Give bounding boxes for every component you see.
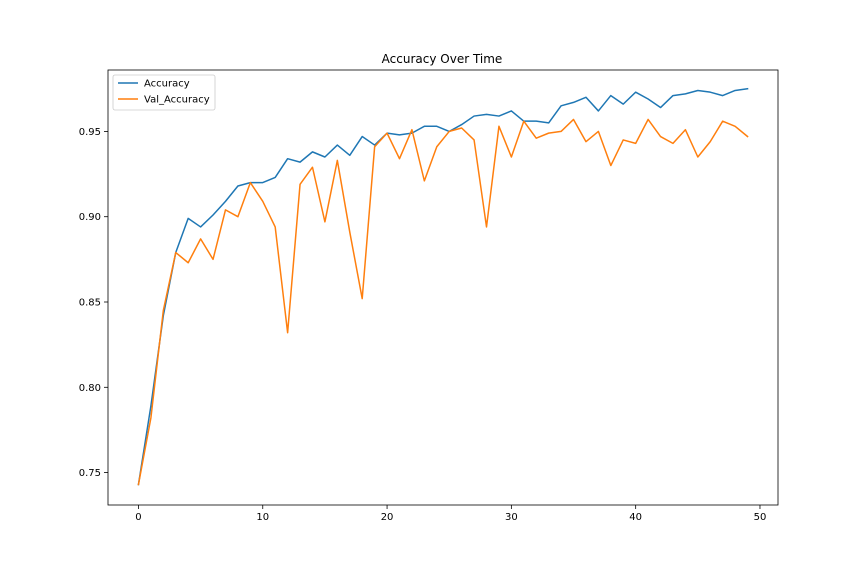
y-tick-label: 0.75: [79, 468, 101, 479]
x-tick-label: 0: [135, 512, 141, 523]
x-tick-label: 40: [629, 512, 642, 523]
legend-label-val-accuracy: Val_Accuracy: [144, 95, 210, 106]
x-tick-label: 10: [256, 512, 269, 523]
series-line-val-accuracy: [137, 118, 749, 486]
y-tick-label: 0.90: [79, 212, 101, 223]
y-tick-label: 0.80: [79, 383, 101, 394]
y-tick-label: 0.95: [79, 127, 101, 138]
legend-box: [112, 74, 216, 111]
series-line-accuracy: [137, 87, 749, 486]
x-tick-label: 20: [381, 512, 394, 523]
legend-label-accuracy: Accuracy: [144, 79, 190, 90]
legend: Accuracy Val_Accuracy: [112, 74, 216, 111]
y-axis: 0.75 0.80 0.85 0.90 0.95: [79, 127, 108, 479]
x-axis: 0 10 20 30 40 50: [135, 505, 766, 523]
y-tick-label: 0.85: [79, 298, 101, 309]
x-tick-label: 30: [505, 512, 518, 523]
x-tick-label: 50: [754, 512, 767, 523]
plot-frame: [107, 69, 779, 506]
series-layer: [137, 87, 749, 486]
chart-title: Accuracy Over Time: [382, 52, 503, 66]
